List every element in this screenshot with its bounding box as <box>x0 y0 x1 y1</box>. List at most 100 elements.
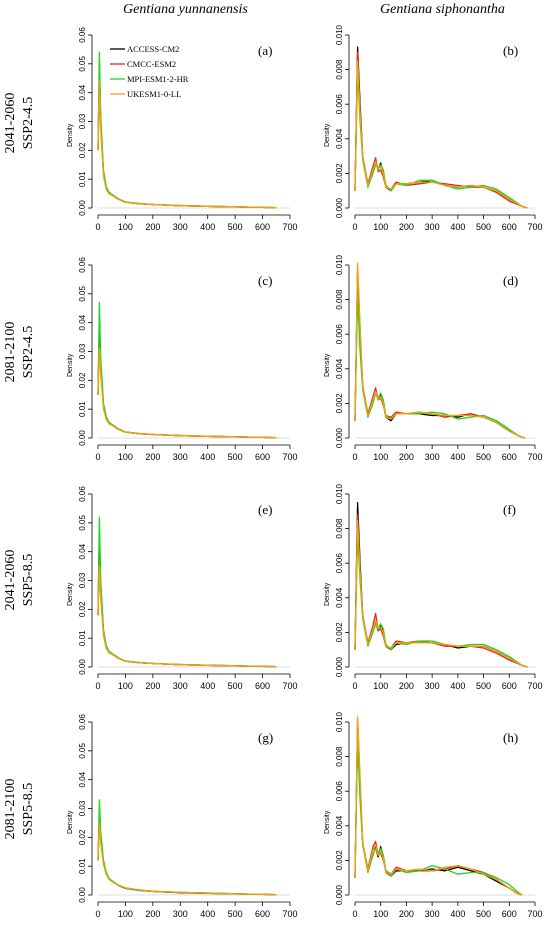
x-tick-label: 0 <box>352 222 357 232</box>
panel-label: (f) <box>503 502 516 517</box>
series-line-access-cm2 <box>97 63 277 209</box>
y-tick-label: 0.004 <box>335 358 344 379</box>
y-tick-label: 0.008 <box>335 518 344 539</box>
x-tick-label: 0 <box>352 909 357 919</box>
series-line-cmcc-esm2 <box>97 333 277 439</box>
x-tick-label: 700 <box>527 452 542 462</box>
x-tick-label: 700 <box>282 452 297 462</box>
y-tick-label: 0.04 <box>78 771 87 787</box>
y-axis-label: Density <box>324 810 331 834</box>
series-line-ukesm1-0-ll <box>354 60 528 209</box>
x-tick-label: 600 <box>255 909 270 919</box>
y-tick-label: 0.00 <box>78 200 87 216</box>
y-tick-label: 0.02 <box>78 372 87 388</box>
legend: ACCESS-CM2 CMCC-ESM2 MPI-ESM1-2-HR UKESM1-0… <box>110 44 189 99</box>
x-tick-label: 700 <box>527 681 542 691</box>
panel-label: (g) <box>258 730 273 745</box>
x-tick-label: 200 <box>399 222 414 232</box>
panel-label: (h) <box>503 730 518 745</box>
panel-h: 0.000 0.002 0.004 0.006 0.008 0.010 Density 0 10… <box>324 711 543 919</box>
x-tick-label: 100 <box>373 909 388 919</box>
y-tick-label: 0.010 <box>335 483 344 504</box>
x-tick-label: 500 <box>476 452 491 462</box>
x-tick-label: 300 <box>173 222 188 232</box>
y-tick-label: 0.04 <box>78 543 87 559</box>
x-tick-label: 0 <box>95 681 100 691</box>
y-tick-label: 0.008 <box>335 289 344 310</box>
x-tick-label: 0 <box>95 452 100 462</box>
x-tick-label: 200 <box>399 452 414 462</box>
y-tick-label: 0.06 <box>78 486 87 502</box>
y-tick-label: 0.010 <box>335 711 344 732</box>
x-tick-label: 300 <box>425 452 440 462</box>
panel-label: (a) <box>258 43 272 58</box>
series-line-ukesm1-0-ll <box>97 80 277 209</box>
x-tick-label: 100 <box>373 222 388 232</box>
y-tick-label: 0.05 <box>78 743 87 759</box>
panel-label: (b) <box>503 43 518 58</box>
x-tick-label: 500 <box>476 222 491 232</box>
x-tick-label: 500 <box>228 222 243 232</box>
x-tick-label: 200 <box>145 222 160 232</box>
y-axis-label: Density <box>324 582 331 606</box>
x-tick-label: 200 <box>145 452 160 462</box>
y-tick-label: 0.02 <box>78 829 87 845</box>
series-line-ukesm1-0-ll <box>97 565 277 668</box>
series-line-ukesm1-0-ll <box>97 822 277 896</box>
series-line-access-cm2 <box>97 322 277 439</box>
panel-f: 0.000 0.002 0.004 0.006 0.008 0.010 Density 0 10… <box>324 483 543 691</box>
y-tick-label: 0.010 <box>335 254 344 275</box>
x-tick-label: 100 <box>373 681 388 691</box>
y-tick-label: 0.006 <box>335 781 344 802</box>
y-tick-label: 0.03 <box>78 113 87 129</box>
x-tick-label: 600 <box>502 452 517 462</box>
panel-a: 0.00 0.01 0.02 0.03 0.04 0.05 0.06 Density 0 100 2… <box>67 27 298 232</box>
x-tick-label: 400 <box>450 681 465 691</box>
y-tick-label: 0.004 <box>335 587 344 608</box>
y-tick-label: 0.01 <box>78 630 87 646</box>
y-tick-label: 0.000 <box>335 656 344 677</box>
panel-d: 0.000 0.002 0.004 0.006 0.008 0.010 Density 0 10… <box>324 254 543 462</box>
legend-label: MPI-ESM1-2-HR <box>127 74 189 84</box>
x-tick-label: 600 <box>255 452 270 462</box>
y-tick-label: 0.002 <box>335 850 344 871</box>
y-tick-label: 0.03 <box>78 343 87 359</box>
series-line-mpi-esm1-2-hr <box>97 301 277 439</box>
y-tick-label: 0.06 <box>78 27 87 43</box>
y-tick-label: 0.002 <box>335 393 344 414</box>
y-tick-label: 0.006 <box>335 324 344 345</box>
y-tick-label: 0.02 <box>78 601 87 617</box>
x-tick-label: 300 <box>173 909 188 919</box>
x-tick-label: 300 <box>173 681 188 691</box>
y-tick-label: 0.03 <box>78 800 87 816</box>
y-tick-label: 0.06 <box>78 257 87 273</box>
y-tick-label: 0.05 <box>78 286 87 302</box>
series-line-cmcc-esm2 <box>97 77 277 209</box>
y-tick-label: 0.04 <box>78 84 87 100</box>
x-tick-label: 500 <box>228 681 243 691</box>
y-tick-label: 0.03 <box>78 572 87 588</box>
y-tick-label: 0.002 <box>335 163 344 184</box>
x-tick-label: 300 <box>173 452 188 462</box>
x-tick-label: 300 <box>425 909 440 919</box>
series-line-cmcc-esm2 <box>97 819 277 896</box>
column-title-yunnanensis: Gentiana yunnanensis <box>123 2 248 17</box>
panel-label: (e) <box>258 502 272 517</box>
series-line-ukesm1-0-ll <box>354 262 525 439</box>
y-axis-label: Density <box>67 810 74 834</box>
column-title-siphonantha: Gentiana siphonantha <box>380 2 505 17</box>
x-tick-label: 100 <box>118 909 133 919</box>
series-line-ukesm1-0-ll <box>354 519 528 668</box>
x-tick-label: 400 <box>200 681 215 691</box>
series-line-mpi-esm1-2-hr <box>97 799 277 896</box>
x-tick-label: 700 <box>282 681 297 691</box>
x-tick-label: 300 <box>425 681 440 691</box>
y-tick-label: 0.004 <box>335 128 344 149</box>
x-tick-label: 200 <box>399 681 414 691</box>
x-tick-label: 600 <box>502 681 517 691</box>
x-tick-label: 400 <box>450 909 465 919</box>
y-tick-label: 0.002 <box>335 622 344 643</box>
y-tick-label: 0.01 <box>78 858 87 874</box>
x-tick-label: 0 <box>95 222 100 232</box>
